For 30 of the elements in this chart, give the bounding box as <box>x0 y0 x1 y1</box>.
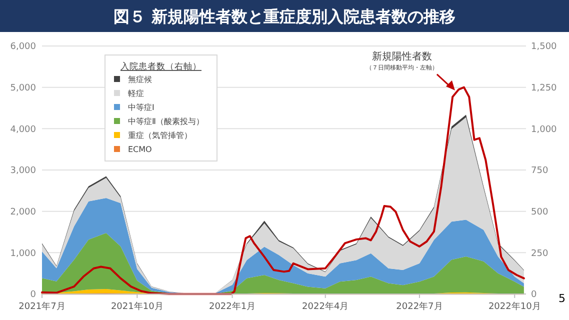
legend-label: ECMO <box>128 144 152 154</box>
legend-label: 軽症 <box>128 88 144 98</box>
y-tick-label: 0 <box>30 290 36 300</box>
y-tick-label: 6,000 <box>10 42 36 52</box>
legend-label: 重症（気管挿管） <box>128 130 192 140</box>
y2-tick-label: 1,500 <box>531 42 558 52</box>
x-tick-label: 2021年7月 <box>18 301 66 312</box>
y-tick-label: 4,000 <box>10 124 36 135</box>
x-tick-label: 2022年1月 <box>208 301 256 312</box>
y2-tick-label: 1,250 <box>531 83 558 94</box>
chart-title: 図５ 新規陽性者数と重症度別入院患者数の推移 <box>114 7 456 26</box>
x-tick-label: 2022年7月 <box>396 301 443 312</box>
legend-label: 無症候 <box>128 74 152 84</box>
y-tick-label: 1,000 <box>10 248 36 259</box>
y2-tick-label: 1,000 <box>531 124 558 135</box>
y-tick-label: 3,000 <box>10 166 36 176</box>
y2-tick-label: 0 <box>531 290 537 300</box>
legend-label: 中等症Ⅰ <box>128 102 154 112</box>
x-tick-label: 2021年10月 <box>110 301 164 312</box>
legend-label: 中等症Ⅱ（酸素投与） <box>128 116 204 126</box>
y2-tick-label: 250 <box>531 248 548 259</box>
legend-title: 入院患者数（右軸） <box>120 61 202 72</box>
y2-tick-label: 750 <box>531 166 548 176</box>
text: 新規陽性者数 <box>372 50 432 62</box>
y-tick-label: 2,000 <box>10 207 36 218</box>
y2-tick-label: 500 <box>531 207 548 218</box>
y-tick-label: 5,000 <box>10 83 36 94</box>
x-tick-label: 2022年10月 <box>488 301 541 312</box>
text: 5 <box>558 292 566 305</box>
x-tick-label: 2022年4月 <box>302 301 349 312</box>
